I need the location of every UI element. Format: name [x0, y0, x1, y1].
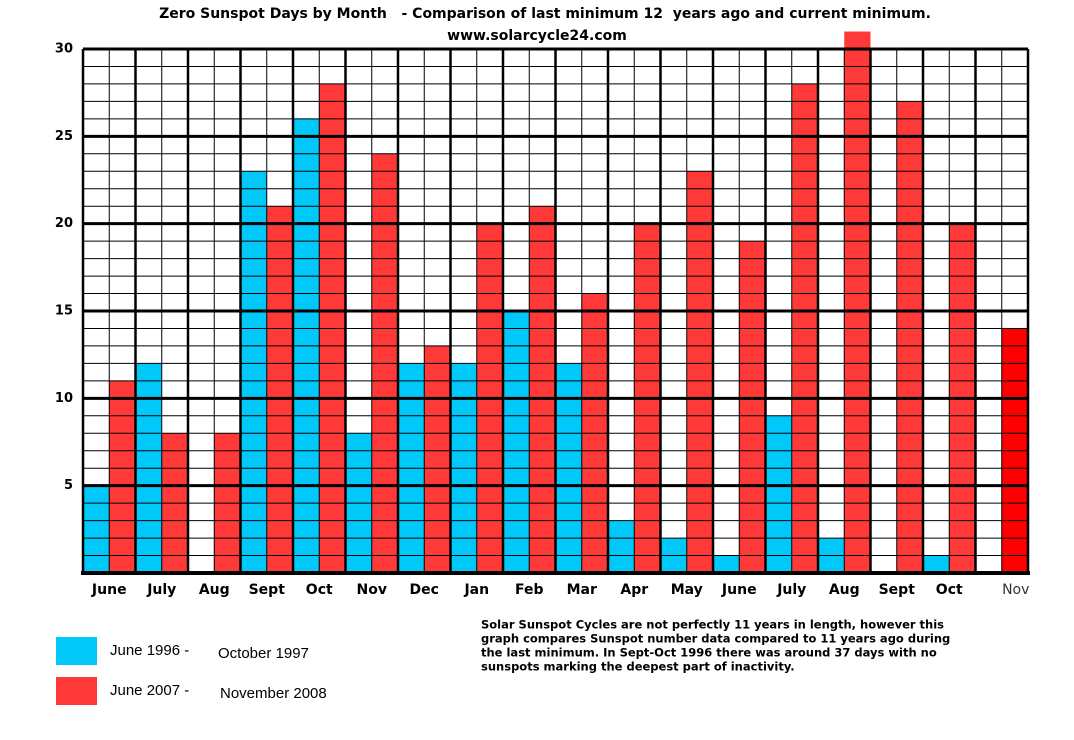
x-tick-label: Jan	[463, 582, 489, 598]
y-tick-label: 10	[55, 391, 73, 406]
bar	[240, 171, 267, 573]
legend-label-end: November 2008	[220, 685, 327, 702]
y-tick-label: 15	[55, 304, 73, 319]
chart-subtitle: www.solarcycle24.com	[447, 28, 627, 44]
x-tick-label: June	[721, 582, 757, 598]
bar	[686, 171, 713, 573]
legend-label: June 1996 -	[110, 642, 189, 659]
y-tick-label: 30	[55, 42, 73, 57]
y-tick-label: 25	[55, 129, 73, 144]
note-line: sunspots marking the deepest part of ina…	[481, 660, 795, 674]
x-tick-label: Mar	[567, 582, 597, 598]
x-tick-label: Nov	[357, 582, 387, 598]
bar	[503, 311, 530, 573]
x-tick-label: Sept	[249, 582, 286, 598]
legend-label: June 2007 -	[110, 682, 189, 699]
x-tick-label: Oct	[306, 582, 333, 598]
bar	[266, 206, 293, 573]
x-tick-label: May	[671, 582, 703, 598]
bar	[896, 101, 923, 574]
bar	[529, 206, 556, 573]
x-tick-label: July	[776, 582, 806, 598]
x-tick-label: Aug	[199, 582, 230, 598]
chart-title: Zero Sunspot Days by Month - Comparison …	[159, 6, 931, 22]
note-line: graph compares Sunspot number data compa…	[481, 632, 950, 646]
x-tick-label: Feb	[515, 582, 544, 598]
bar	[608, 520, 635, 573]
note-line: Solar Sunspot Cycles are not perfectly 1…	[481, 618, 944, 632]
bar	[424, 345, 451, 573]
bar	[83, 485, 110, 573]
bar	[739, 241, 766, 573]
bar	[844, 31, 871, 574]
bar	[713, 555, 740, 573]
x-tick-label: July	[146, 582, 176, 598]
x-tick-label: Apr	[620, 582, 648, 598]
y-tick-label: 20	[55, 216, 73, 231]
x-tick-label: Dec	[410, 582, 439, 598]
legend-label-end: October 1997	[218, 645, 309, 662]
bar	[109, 380, 136, 573]
note-line: the last minimum. In Sept-Oct 1996 there…	[481, 646, 937, 660]
legend-swatch	[56, 677, 97, 705]
bar	[765, 415, 792, 573]
x-tick-label: June	[91, 582, 127, 598]
x-tick-label: Sept	[879, 582, 916, 598]
y-tick-label: 5	[64, 478, 73, 493]
x-tick-label: Nov	[1002, 582, 1029, 598]
legend-swatch	[56, 637, 97, 665]
x-tick-label: Aug	[829, 582, 860, 598]
x-tick-label: Oct	[936, 582, 963, 598]
bar	[923, 555, 950, 573]
